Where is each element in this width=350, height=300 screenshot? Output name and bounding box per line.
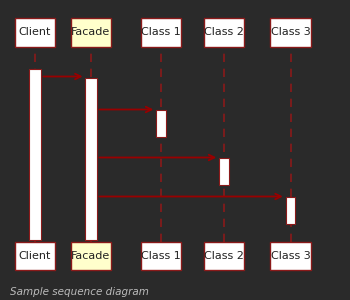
Bar bbox=[204, 242, 244, 270]
Bar bbox=[15, 242, 55, 270]
Text: Client: Client bbox=[19, 251, 51, 261]
Text: Class 2: Class 2 bbox=[204, 251, 244, 261]
Bar bbox=[85, 78, 97, 240]
Bar bbox=[141, 18, 181, 46]
Text: Class 2: Class 2 bbox=[204, 27, 244, 37]
Bar bbox=[141, 242, 181, 270]
Text: Class 1: Class 1 bbox=[141, 251, 181, 261]
Bar bbox=[270, 242, 311, 270]
Bar bbox=[286, 196, 295, 224]
Text: Class 3: Class 3 bbox=[271, 251, 310, 261]
Bar bbox=[204, 18, 244, 46]
Bar bbox=[71, 18, 111, 46]
Bar bbox=[156, 110, 166, 136]
Bar bbox=[15, 18, 55, 46]
Bar bbox=[71, 242, 111, 270]
Text: Facade: Facade bbox=[71, 27, 111, 37]
Text: Class 1: Class 1 bbox=[141, 27, 181, 37]
Bar bbox=[29, 69, 41, 240]
Bar bbox=[219, 158, 229, 184]
Text: Client: Client bbox=[19, 27, 51, 37]
Text: Class 3: Class 3 bbox=[271, 27, 310, 37]
Text: Facade: Facade bbox=[71, 251, 111, 261]
Text: Sample sequence diagram: Sample sequence diagram bbox=[10, 287, 149, 297]
Bar bbox=[270, 18, 311, 46]
